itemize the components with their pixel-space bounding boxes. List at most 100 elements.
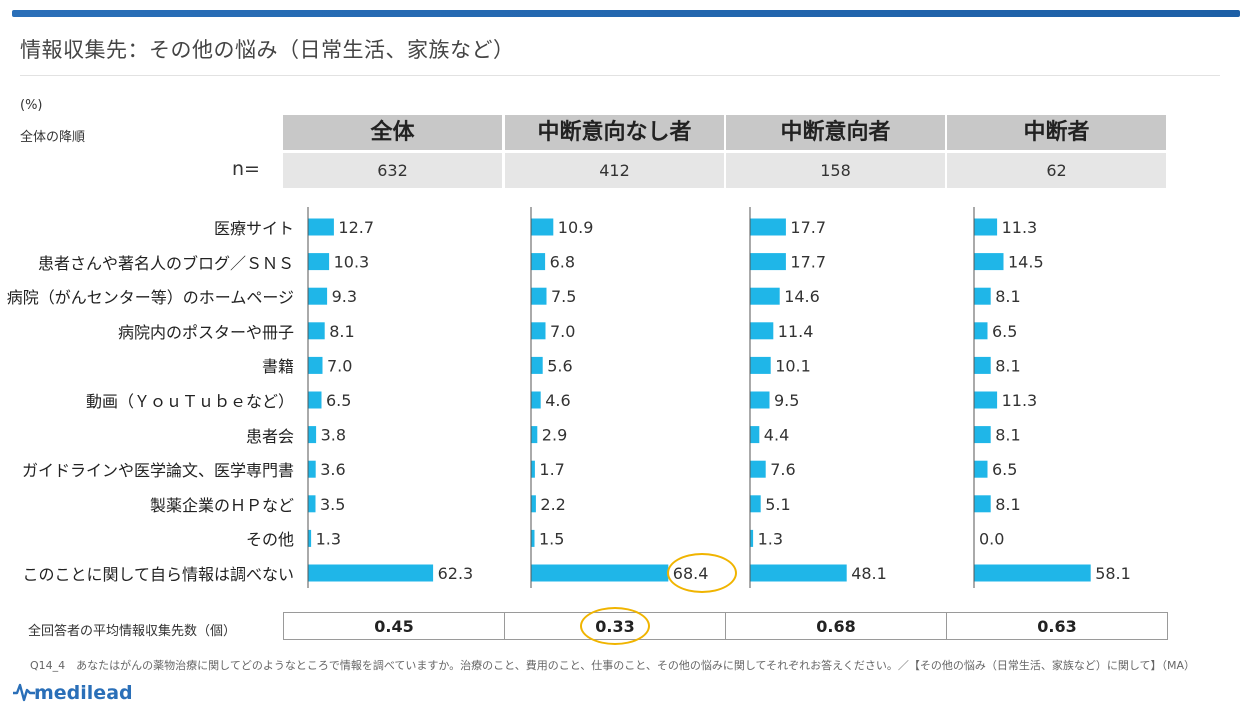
average-label: 全回答者の平均情報収集先数（個） xyxy=(28,624,237,639)
bar xyxy=(750,564,847,582)
bar xyxy=(308,391,322,409)
value-label: 3.8 xyxy=(321,426,346,445)
bar xyxy=(308,253,330,271)
bar xyxy=(974,253,1004,271)
value-label: 62.3 xyxy=(438,564,474,583)
bar xyxy=(974,460,988,478)
bar xyxy=(308,495,316,513)
category-label: 患者さんや著名人のブログ／ＳＮＳ xyxy=(37,253,294,273)
value-label: 3.5 xyxy=(320,495,345,514)
bar xyxy=(531,495,536,513)
bar xyxy=(308,356,323,374)
value-label: 9.3 xyxy=(332,287,357,306)
category-label: 病院（がんセンター等）のホームページ xyxy=(6,288,294,308)
n-label: n= xyxy=(232,158,260,180)
value-label: 0.0 xyxy=(979,529,1004,548)
bar xyxy=(974,391,998,409)
group-header-intent: 中断意向者 xyxy=(726,115,945,150)
category-label: 医療サイト xyxy=(213,219,294,238)
bar xyxy=(531,287,547,305)
bar xyxy=(531,564,669,582)
bar xyxy=(531,218,554,236)
title-divider xyxy=(20,75,1220,76)
bar xyxy=(974,564,1091,582)
bar xyxy=(750,495,761,513)
value-label: 1.3 xyxy=(758,529,783,548)
question-footnote: Q14_4 あなたはがんの薬物治療に関してどのようなところで情報を調べていますか… xyxy=(30,659,1196,672)
bar xyxy=(531,391,541,409)
group-header-all: 全体 xyxy=(283,115,502,150)
bar xyxy=(531,426,538,444)
value-label: 7.6 xyxy=(770,460,795,479)
highlight-circle-no-investigation xyxy=(667,553,737,593)
n-value-all: 632 xyxy=(283,153,502,188)
value-label: 12.7 xyxy=(338,218,374,237)
value-label: 17.7 xyxy=(790,218,826,237)
value-label: 14.6 xyxy=(784,287,820,306)
bar xyxy=(308,529,312,547)
value-label: 10.3 xyxy=(334,253,370,272)
bar xyxy=(750,391,770,409)
bar xyxy=(750,253,786,271)
bar xyxy=(531,460,535,478)
medilead-logo-icon xyxy=(13,683,35,702)
n-value-no-intent: 412 xyxy=(505,153,724,188)
bar xyxy=(750,218,786,236)
bar xyxy=(750,426,760,444)
value-label: 8.1 xyxy=(995,287,1020,306)
bar xyxy=(750,529,754,547)
value-label: 7.5 xyxy=(551,287,576,306)
value-label: 6.5 xyxy=(992,322,1017,341)
value-label: 6.5 xyxy=(992,460,1017,479)
value-label: 7.0 xyxy=(327,356,352,375)
value-label: 2.2 xyxy=(540,495,565,514)
category-label: ガイドラインや医学論文、医学専門書 xyxy=(21,461,294,481)
logo-text: medilead xyxy=(34,682,133,704)
value-label: 1.7 xyxy=(539,460,564,479)
n-value-discontinued: 62 xyxy=(947,153,1166,188)
bar xyxy=(750,322,774,340)
value-label: 6.5 xyxy=(326,391,351,410)
value-label: 17.7 xyxy=(790,253,826,272)
category-label: その他 xyxy=(245,530,294,550)
bar xyxy=(531,529,535,547)
average-value-discontinued: 0.63 xyxy=(1037,617,1077,636)
category-label: 患者会 xyxy=(245,426,294,446)
bar xyxy=(308,426,317,444)
page-title: 情報収集先：その他の悩み（日常生活、家族など） xyxy=(20,38,515,62)
value-label: 1.5 xyxy=(539,529,564,548)
sort-note: 全体の降順 xyxy=(20,130,86,145)
bar xyxy=(974,322,988,340)
value-label: 11.3 xyxy=(1002,391,1038,410)
value-label: 8.1 xyxy=(995,426,1020,445)
bar xyxy=(531,322,546,340)
value-label: 8.1 xyxy=(329,322,354,341)
category-label: 動画（ＹｏｕＴｕｂｅなど） xyxy=(85,392,294,411)
value-label: 4.4 xyxy=(764,426,789,445)
bar xyxy=(308,218,334,236)
value-label: 3.6 xyxy=(320,460,345,479)
bar xyxy=(974,356,991,374)
n-value-intent: 158 xyxy=(726,153,945,188)
bar xyxy=(974,287,991,305)
group-header-no-intent: 中断意向なし者 xyxy=(505,115,724,150)
category-label: このことに関して自ら情報は調べない xyxy=(22,565,294,584)
value-label: 11.3 xyxy=(1002,218,1038,237)
value-label: 14.5 xyxy=(1008,253,1044,272)
group-header-discontinued: 中断者 xyxy=(947,115,1166,150)
value-label: 1.3 xyxy=(316,529,341,548)
bar xyxy=(750,356,771,374)
value-label: 6.8 xyxy=(550,253,575,272)
value-label: 11.4 xyxy=(778,322,814,341)
category-label: 製薬企業のＨＰなど xyxy=(149,495,294,515)
bar xyxy=(974,495,991,513)
value-label: 58.1 xyxy=(1095,564,1131,583)
value-label: 10.1 xyxy=(775,356,811,375)
bar xyxy=(308,322,325,340)
bar xyxy=(308,564,434,582)
value-label: 48.1 xyxy=(851,564,887,583)
value-label: 8.1 xyxy=(995,356,1020,375)
value-label: 4.6 xyxy=(545,391,570,410)
average-value-intent: 0.68 xyxy=(726,613,947,639)
